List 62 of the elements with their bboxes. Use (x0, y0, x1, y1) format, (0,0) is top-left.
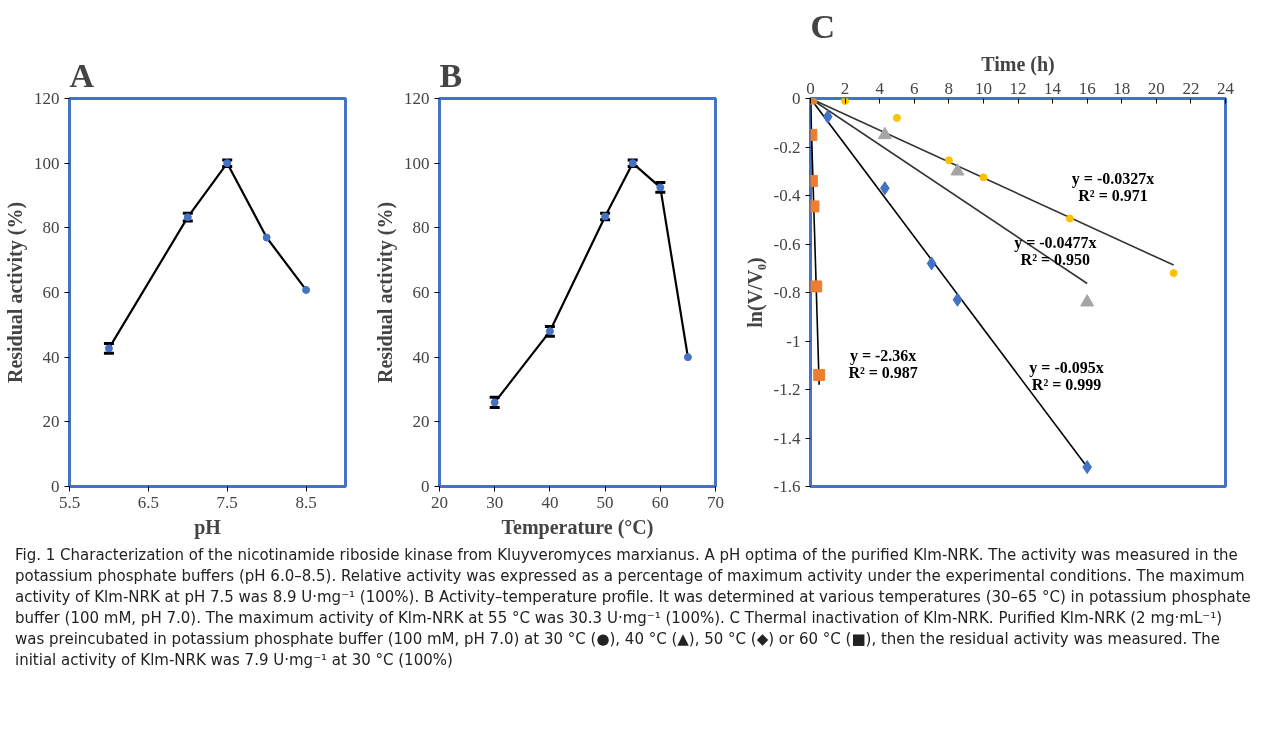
x-tick-label: 4 (875, 78, 885, 98)
x-tick-label: 40 (541, 492, 559, 512)
x-tick-label: 7.5 (216, 492, 238, 512)
x-tick-label: 6.5 (137, 492, 159, 512)
y-tick-label: -1.6 (773, 477, 801, 496)
y-tick-label: -0.2 (773, 137, 801, 157)
x-tick-label: 60 (651, 492, 669, 512)
x-tick-label: 30 (486, 492, 504, 512)
y-tick-label: 100 (34, 153, 60, 173)
x-tick-label: 8 (944, 78, 954, 98)
annotation: y = -0.0477x (1014, 233, 1097, 252)
y-tick-label: 60 (42, 283, 60, 302)
y-tick-label: 120 (404, 89, 430, 108)
y-tick-label: 20 (412, 412, 430, 432)
x-tick-label: 20 (431, 492, 448, 512)
y-axis-title: Residual activity (%) (4, 201, 27, 384)
x-tick-label: 0 (806, 78, 815, 98)
x-axis-title: pH (194, 515, 222, 539)
x-tick-label: 50 (596, 492, 614, 512)
y-tick-label: 120 (34, 89, 60, 108)
chart-title: A (69, 56, 95, 94)
y-tick-label: -1.2 (773, 380, 801, 399)
caption: Fig. 1 Characterization of the nicotinamide riboside kinase from Kluyveromyces marxianus. A pH optima of the purified Klm-NRK. The activity was measured in the potassium phosphate buffers (pH 6.0–8.5). Relative activity was expressed as a percentage of maximum activity under the experimental conditions. The maximum activity of Klm-NRK at pH 7.5 was 8.9 U·mg⁻¹ (100%). B Activity–temperature profile. It was determined at various temperatures (30–65 °C) in potassium phosphate buffer (100 mM, pH 7.0). The maximum activity of Klm-NRK at 55 °C was 30.3 U·mg⁻¹ (100%). C Thermal inactivation of Klm-NRK. Purified Klm-NRK (2 mg·mL⁻¹) was preincubated in potassium phosphate buffer (100 mM, pH 7.0) at 30 °C (●), 40 °C (▲), 50 °C (◆) or 60 °C (■), then the residual activity was measured. The initial activity of Klm-NRK was 7.9 U·mg⁻¹ at 30 °C (100%) (15, 545, 1252, 671)
annotation: R² = 0.950 (1020, 250, 1091, 268)
y-axis-title: Residual activity (%) (374, 201, 397, 384)
x-tick-label: 18 (1113, 78, 1131, 98)
y-tick-label: -0.6 (773, 234, 801, 254)
chart-title: B (439, 56, 463, 94)
y-tick-label: 40 (412, 347, 430, 367)
x-tick-label: 20 (1147, 78, 1165, 98)
x-tick-label: 6 (910, 78, 919, 98)
y-tick-label: -0.4 (773, 186, 801, 205)
x-tick-label: 22 (1182, 78, 1200, 98)
y-tick-label: 0 (421, 477, 430, 496)
x-tick-label: 24 (1217, 78, 1235, 98)
chart-title: C (810, 7, 836, 45)
y-tick-label: -0.8 (773, 283, 801, 302)
annotation: y = -0.0327x (1071, 169, 1155, 188)
x-tick-label: 12 (1009, 78, 1027, 98)
y-tick-label: 80 (42, 218, 60, 238)
x-tick-label: 16 (1078, 78, 1096, 98)
y-tick-label: 20 (42, 412, 60, 432)
x-tick-label: 14 (1044, 78, 1062, 98)
y-axis-title: ln(V/V₀) (743, 257, 767, 328)
y-tick-label: 60 (412, 283, 430, 302)
y-tick-label: 80 (412, 218, 430, 238)
annotation: R² = 0.999 (1031, 376, 1102, 394)
annotation: R² = 0.971 (1078, 187, 1148, 204)
x-tick-label: 70 (707, 492, 724, 512)
x-tick-label: 5.5 (58, 492, 81, 512)
annotation: y = -2.36x (849, 347, 917, 366)
x-axis-title: Temperature (°C) (501, 515, 654, 539)
y-tick-label: -1.4 (773, 428, 801, 448)
annotation: y = -0.095x (1029, 359, 1104, 378)
y-tick-label: 0 (51, 477, 60, 496)
x-tick-label: 8.5 (295, 492, 317, 512)
x-axis-title: Time (h) (981, 52, 1055, 76)
y-tick-label: 100 (404, 153, 430, 173)
x-tick-label: 10 (974, 78, 992, 98)
y-tick-label: 40 (42, 347, 60, 367)
y-tick-label: -1 (786, 331, 801, 351)
x-tick-label: 2 (840, 78, 850, 98)
